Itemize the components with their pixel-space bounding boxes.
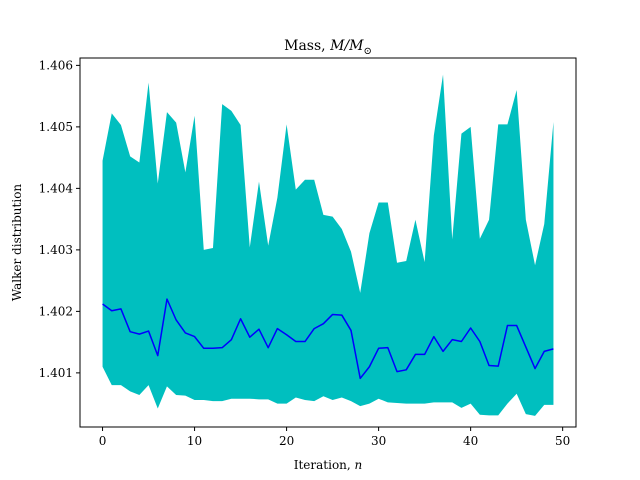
y-tick-label: 1.403 xyxy=(39,243,73,257)
x-tick-label: 0 xyxy=(99,434,107,448)
chart-title: Mass, M/M⊙ xyxy=(284,38,372,57)
y-tick-label: 1.401 xyxy=(39,366,73,380)
x-axis-label-math: n xyxy=(355,458,363,472)
ticks-layer: 0 10 20 30 40 50 1.401 1.402 1.403 1.404 1.405 1.40… xyxy=(39,58,571,448)
y-tick-label: 1.402 xyxy=(39,304,73,318)
y-tick-label: 1.404 xyxy=(39,181,74,195)
x-axis-label-text: Iteration, xyxy=(294,458,355,472)
x-tick-label: 20 xyxy=(279,434,294,448)
axes-frame xyxy=(79,57,577,428)
x-tick-label: 40 xyxy=(463,434,478,448)
x-axis-label: Iteration, n xyxy=(294,458,363,472)
spread-band xyxy=(102,74,554,416)
median-line xyxy=(102,298,554,380)
plot-layer xyxy=(102,74,554,416)
chart-title-math: M/M xyxy=(329,38,364,54)
y-tick-label: 1.405 xyxy=(39,120,73,134)
y-tick-label: 1.406 xyxy=(39,58,73,72)
chart-title-text: Mass, xyxy=(284,38,330,54)
x-tick-label: 50 xyxy=(555,434,570,448)
chart-title-sun-subscript: ⊙ xyxy=(363,46,371,57)
y-axis-label: Walker distribution xyxy=(10,184,24,302)
x-tick-label: 30 xyxy=(371,434,386,448)
x-tick-label: 10 xyxy=(187,434,202,448)
